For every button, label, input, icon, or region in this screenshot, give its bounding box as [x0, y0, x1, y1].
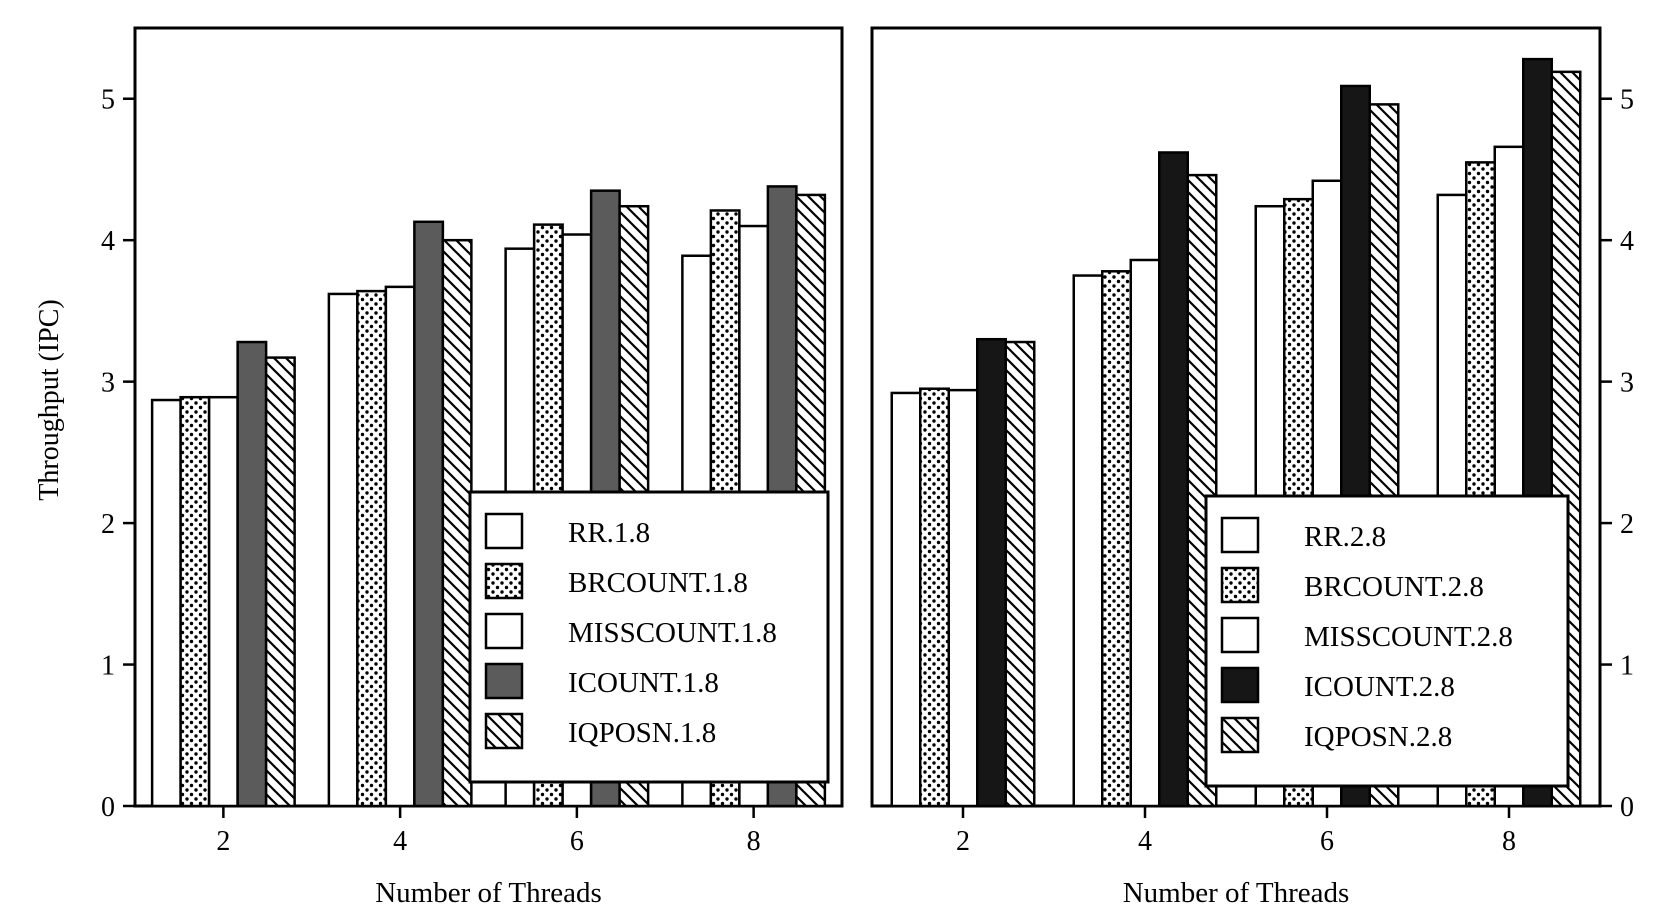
- bar: [1158, 151, 1189, 808]
- y-tick-label: 0: [1620, 792, 1634, 823]
- legend-label: ICOUNT.1.8: [568, 667, 719, 699]
- legend-swatch: [1220, 516, 1260, 554]
- legend-box: [1204, 494, 1570, 788]
- bar: [890, 391, 922, 808]
- legend-label: ICOUNT.2.8: [1304, 671, 1455, 703]
- legend-label: RR.1.8: [568, 517, 650, 549]
- y-tick-label: 2: [101, 509, 115, 540]
- y-axis-label: Throughput (IPC): [34, 299, 65, 500]
- bar: [1101, 270, 1132, 808]
- legend-label: IQPOSN.1.8: [568, 717, 716, 749]
- legend-swatch: [484, 562, 524, 600]
- bar: [356, 289, 388, 808]
- bar: [1004, 340, 1036, 808]
- y-tick-label: 3: [101, 368, 115, 399]
- bar: [384, 285, 416, 808]
- legend-swatch: [484, 612, 524, 650]
- y-tick-label: 1: [1620, 651, 1634, 682]
- x-axis-label: Number of Threads: [1123, 877, 1350, 909]
- bar: [207, 395, 239, 808]
- legend-label: MISSCOUNT.1.8: [568, 617, 777, 649]
- y-tick-label: 0: [101, 792, 115, 823]
- legend-swatch: [484, 512, 524, 550]
- bar: [919, 387, 950, 808]
- legend-label: BRCOUNT.1.8: [568, 567, 748, 599]
- legend-swatch: [484, 712, 524, 750]
- bar: [976, 337, 1007, 808]
- x-tick-label: 4: [1138, 826, 1152, 857]
- x-tick-label: 6: [1320, 826, 1334, 857]
- y-tick-label: 5: [1620, 85, 1634, 116]
- y-tick-label: 4: [1620, 226, 1634, 257]
- bar: [413, 220, 445, 808]
- y-tick-label: 2: [1620, 509, 1634, 540]
- legend: RR.2.8 BRCOUNT.2.8 MISSCOUNT.2.8 ICOUNT.2.8…: [1204, 494, 1570, 788]
- legend-swatch: [1220, 666, 1260, 704]
- legend-label: IQPOSN.2.8: [1304, 721, 1452, 753]
- x-tick-label: 8: [1502, 826, 1516, 857]
- bar: [441, 238, 473, 808]
- x-axis-label: Number of Threads: [375, 877, 602, 909]
- bar: [179, 395, 211, 808]
- y-tick-label: 1: [101, 651, 115, 682]
- x-tick-label: 2: [216, 826, 230, 857]
- bar: [236, 340, 268, 808]
- y-tick-label: 5: [101, 85, 115, 116]
- x-tick-label: 8: [747, 826, 761, 857]
- bar: [1129, 258, 1161, 808]
- plot-frame: [133, 26, 844, 808]
- x-tick-label: 6: [570, 826, 584, 857]
- y-tick-label: 4: [101, 226, 115, 257]
- legend-label: MISSCOUNT.2.8: [1304, 621, 1513, 653]
- right-panel: 0 1 2 3 4 5 2 4 6 8 Number of Threads RR.2.8 BRCOUNT…: [870, 26, 1634, 909]
- x-tick-label: 4: [393, 826, 407, 857]
- bar: [150, 398, 182, 808]
- x-tick-label: 2: [956, 826, 970, 857]
- legend-label: RR.2.8: [1304, 521, 1386, 553]
- y-tick-label: 3: [1620, 368, 1634, 399]
- legend-box: [468, 490, 830, 784]
- legend-swatch: [1220, 716, 1260, 754]
- bar: [1072, 274, 1104, 808]
- bar: [264, 356, 296, 808]
- legend-swatch: [1220, 616, 1260, 654]
- legend: RR.1.8 BRCOUNT.1.8 MISSCOUNT.1.8 ICOUNT.1.8…: [468, 490, 830, 784]
- legend-swatch: [484, 662, 524, 700]
- plot-frame: [870, 26, 1602, 808]
- bar: [947, 388, 979, 808]
- legend-swatch: [1220, 566, 1260, 604]
- legend-label: BRCOUNT.2.8: [1304, 571, 1484, 603]
- bar: [327, 292, 359, 808]
- left-panel: 0 1 2 3 4 5 2 4 6 8 Number of Threads RR.1.8 BRCOUNT…: [101, 26, 844, 909]
